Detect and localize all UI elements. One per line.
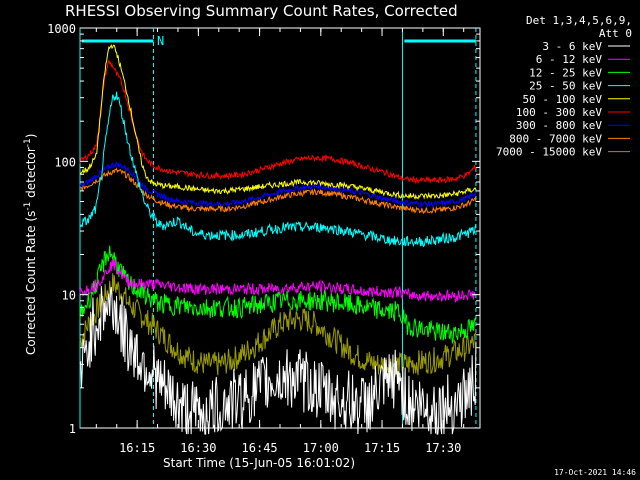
- legend-label: 25 - 50 keV: [529, 80, 602, 93]
- legend-header-1: Det 1,3,4,5,6,9,: [526, 14, 632, 27]
- series-line-25-50-kev: [79, 91, 477, 248]
- series-line-7000-15000-kev: [79, 273, 477, 378]
- legend-label: 300 - 800 keV: [516, 119, 602, 132]
- legend-label: 6 - 12 keV: [536, 53, 603, 66]
- timestamp: 17-Oct-2021 14:46: [554, 468, 636, 477]
- y-label-suffix: ): [24, 134, 38, 139]
- y-axis-label: Corrected Count Rate (s-1 detector-1): [23, 134, 38, 355]
- series-line-100-300-kev: [79, 59, 477, 185]
- series-layer: [79, 43, 477, 435]
- series-line-800-7000-kev: [79, 167, 477, 215]
- series-line-12-25-kev: [79, 245, 477, 345]
- y-tick-label: 100: [54, 155, 76, 169]
- legend-label: 50 - 100 keV: [523, 93, 603, 106]
- chart-title: RHESSI Observing Summary Count Rates, Co…: [65, 2, 458, 20]
- legend-label: 12 - 25 keV: [529, 66, 602, 79]
- x-tick-label: 17:15: [364, 441, 400, 455]
- series-line-6-12-kev: [79, 258, 476, 303]
- x-tick-label: 16:45: [242, 441, 278, 455]
- x-tick-label: 16:15: [119, 441, 155, 455]
- y-label-prefix: Corrected Count Rate (s: [24, 211, 38, 355]
- y-label-sup1: -1: [23, 202, 33, 211]
- legend-label: 3 - 6 keV: [542, 40, 602, 53]
- y-label-sup2: -1: [23, 138, 33, 147]
- legend-label: 100 - 300 keV: [516, 106, 602, 119]
- y-label-mid: detector: [24, 147, 38, 202]
- x-axis-ticks: 16:15 16:30 16:45 17:00 17:15 17:30: [95, 28, 465, 455]
- x-tick-label: 17:30: [425, 441, 461, 455]
- legend-label: 7000 - 15000 keV: [496, 146, 602, 159]
- x-tick-label: 17:00: [303, 441, 339, 455]
- y-axis-ticks: 1 10 100 1000: [47, 22, 480, 436]
- y-tick-label: 1: [69, 422, 76, 436]
- night-marker: N: [157, 34, 164, 48]
- series-line-3-6-kev: [79, 286, 477, 435]
- legend-label: 800 - 7000 keV: [509, 132, 602, 145]
- legend-header-2: Att 0: [599, 27, 632, 40]
- y-tick-label: 10: [62, 289, 76, 303]
- series-line-50-100-kev: [79, 43, 477, 200]
- series-line-300-800-kev: [79, 160, 477, 209]
- x-tick-label: 16:30: [180, 441, 216, 455]
- orbit-boundaries: [79, 28, 477, 428]
- y-tick-label: 1000: [47, 22, 76, 36]
- x-axis-label: Start Time (15-Jun-05 16:01:02): [163, 456, 355, 470]
